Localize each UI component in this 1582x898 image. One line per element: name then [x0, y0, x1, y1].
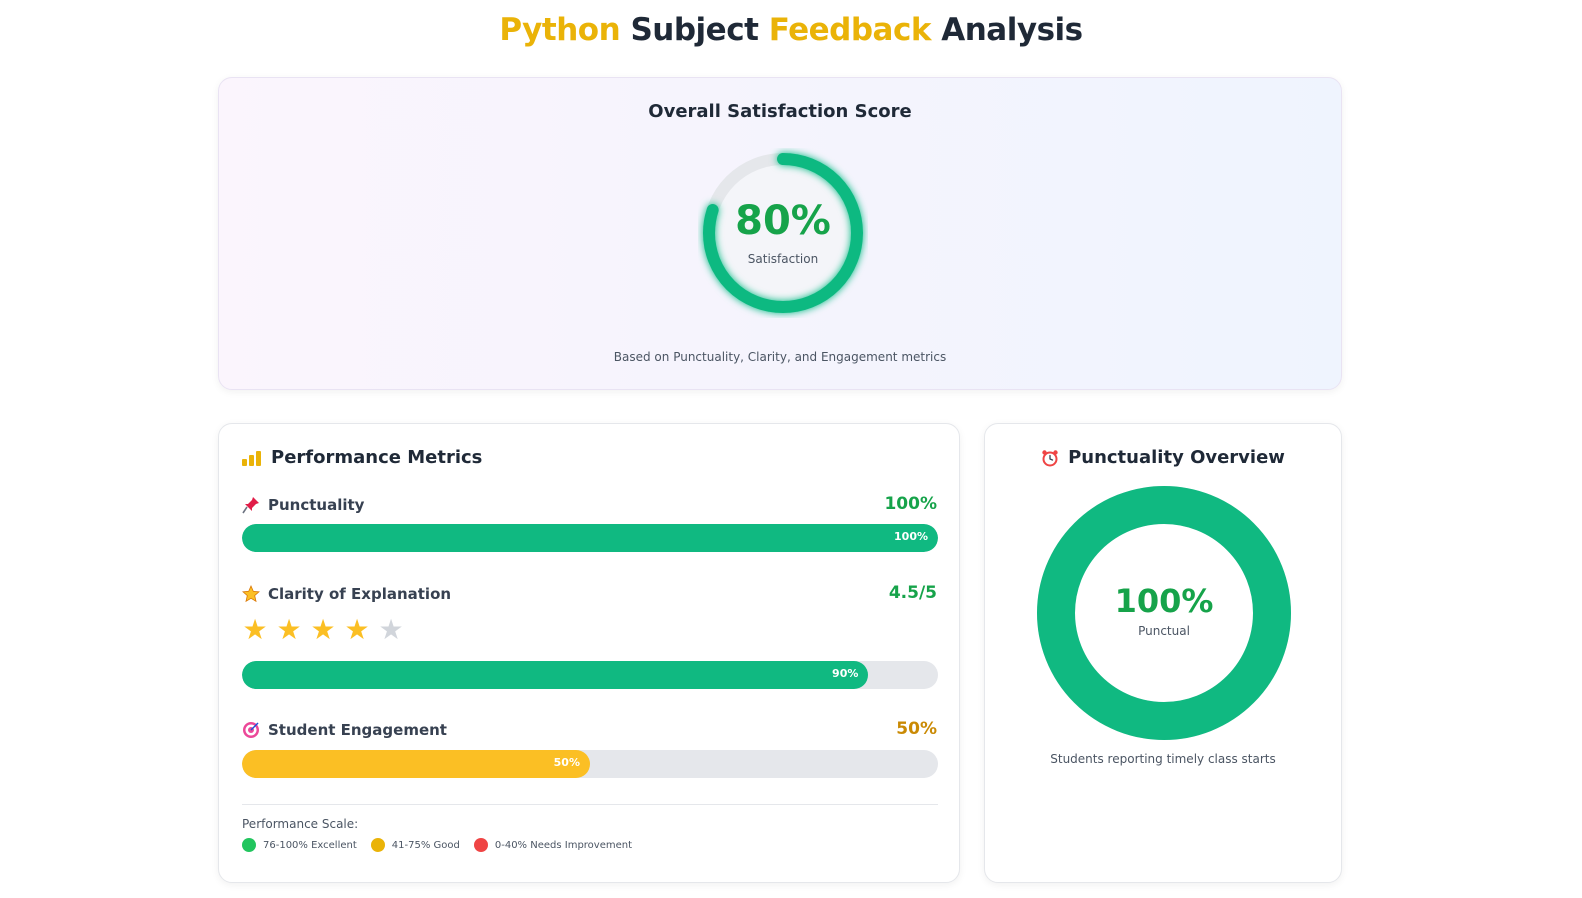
metric-label-text: Student Engagement: [268, 721, 447, 739]
performance-scale-legend: 76-100% Excellent 41-75% Good 0-40% Need…: [242, 838, 632, 852]
punctuality-value: 100%: [1114, 582, 1214, 620]
performance-metrics-header: Performance Metrics: [242, 447, 482, 468]
target-icon: [243, 722, 259, 738]
metric-clarity-label: Clarity of Explanation: [242, 585, 451, 603]
metric-clarity-value: 4.5/5: [888, 583, 937, 603]
punctuality-overview-header: Punctuality Overview: [985, 447, 1341, 468]
star-filled-icon: ★: [276, 613, 302, 646]
pushpin-icon: [242, 497, 259, 514]
satisfaction-value: 80%: [735, 198, 831, 244]
star-filled-icon: ★: [242, 613, 268, 646]
scale-dot: [473, 838, 488, 852]
engagement-progress-fill: 50%: [242, 750, 590, 778]
punctuality-overview-card: Punctuality Overview 100% Punctual Stude…: [984, 423, 1342, 883]
divider: [242, 804, 938, 805]
scale-dot: [242, 838, 256, 852]
satisfaction-label: Satisfaction: [747, 252, 819, 266]
satisfaction-note: Based on Punctuality, Clarity, and Engag…: [613, 350, 947, 364]
punctuality-progress-bar: 100%: [242, 524, 938, 552]
punctuality-overview-title: Punctuality Overview: [1068, 447, 1285, 468]
gauge-progress-arc: [703, 153, 863, 313]
scale-item-excellent: 76-100% Excellent: [242, 838, 357, 852]
clarity-progress-bar: 90%: [242, 661, 938, 689]
metric-engagement-value: 50%: [896, 719, 937, 739]
title-subject: Subject: [630, 12, 759, 48]
metric-punctuality-value: 100%: [884, 494, 937, 514]
clarity-star-rating: ★ ★ ★ ★ ★: [241, 616, 405, 644]
title-feedback: Feedback: [768, 12, 932, 48]
progress-fill-label: 50%: [553, 756, 580, 769]
progress-fill-label: 100%: [894, 530, 928, 543]
performance-metrics-card: Performance Metrics Punctuality 100% 100…: [218, 423, 960, 883]
scale-label: 0-40% Needs Improvement: [494, 839, 633, 851]
star-filled-icon: ★: [310, 613, 336, 646]
scale-item-needs-improvement: 0-40% Needs Improvement: [473, 838, 633, 852]
metric-label-text: Punctuality: [268, 496, 365, 514]
title-analysis: Analysis: [941, 12, 1083, 48]
metric-punctuality-label: Punctuality: [242, 496, 364, 514]
performance-scale-title: Performance Scale:: [242, 817, 359, 831]
punctuality-label: Punctual: [1138, 624, 1190, 638]
overall-satisfaction-title: Overall Satisfaction Score: [648, 101, 912, 122]
punctuality-progress-fill: 100%: [242, 524, 938, 552]
alarm-clock-icon: [1042, 449, 1058, 466]
scale-item-good: 41-75% Good: [370, 838, 460, 852]
star-empty-icon: ★: [378, 613, 404, 646]
overall-satisfaction-card: Overall Satisfaction Score 80% Satisfact…: [218, 77, 1342, 390]
scale-label: 76-100% Excellent: [263, 839, 357, 851]
performance-metrics-title: Performance Metrics: [271, 447, 483, 468]
star-icon: [242, 585, 260, 603]
scale-dot: [370, 838, 385, 852]
title-python: Python: [499, 12, 621, 48]
punctuality-donut: 100% Punctual: [1037, 486, 1291, 740]
scale-label: 41-75% Good: [391, 839, 460, 851]
bar-chart-icon: [242, 450, 262, 466]
progress-fill-label: 90%: [832, 667, 859, 680]
metric-label-text: Clarity of Explanation: [268, 585, 452, 603]
satisfaction-gauge: 80% Satisfaction: [698, 148, 868, 318]
metric-engagement-label: Student Engagement: [242, 721, 447, 739]
page-title: Python Subject Feedback Analysis: [0, 12, 1582, 48]
clarity-progress-fill: 90%: [242, 661, 869, 689]
engagement-progress-bar: 50%: [242, 750, 938, 778]
donut-punctual-segment: [1037, 486, 1291, 740]
star-filled-icon: ★: [344, 613, 370, 646]
punctuality-note: Students reporting timely class starts: [1050, 752, 1276, 766]
